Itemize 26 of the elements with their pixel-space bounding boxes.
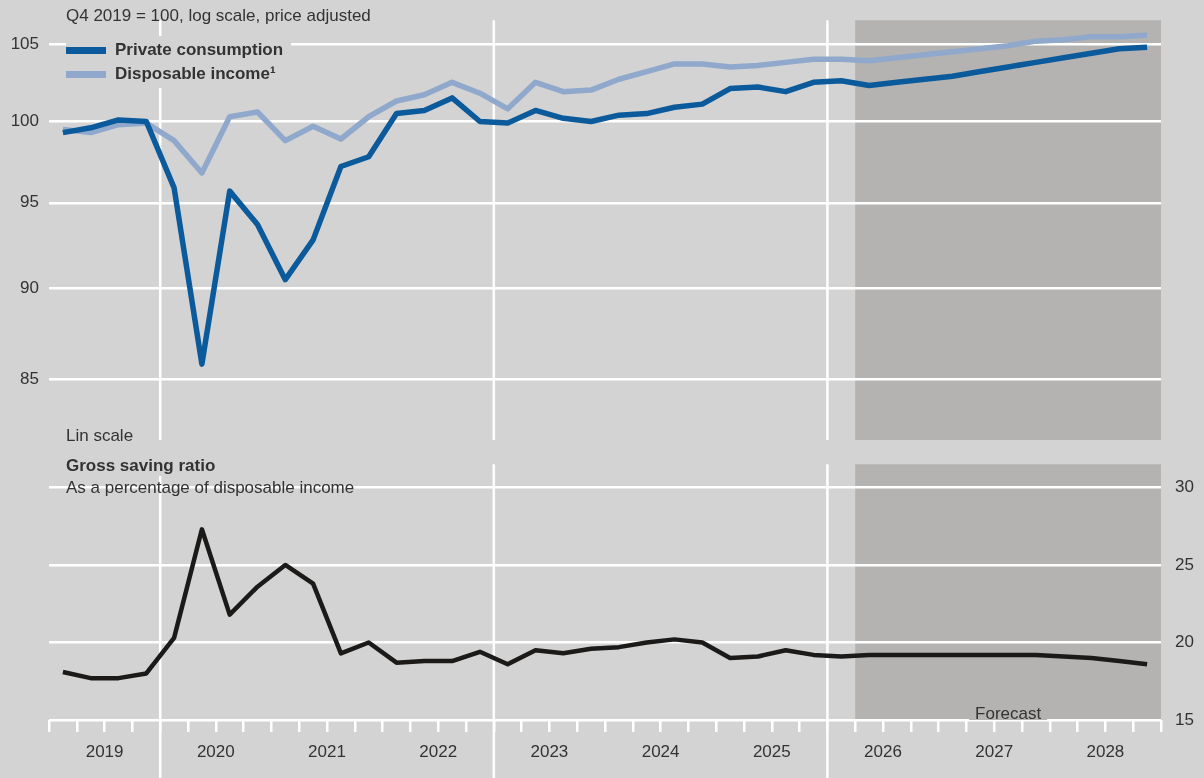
y2-tick-label: 25 [1175, 554, 1194, 574]
y2-tick-label: 20 [1175, 632, 1194, 652]
y2-tick-label: 30 [1175, 477, 1194, 497]
band-label: Forecast [975, 704, 1042, 724]
chart-title: Gross saving ratio [66, 456, 218, 476]
x-tick-label: 2022 [419, 741, 458, 761]
legend-label: Private consumption [115, 40, 284, 60]
legend-label: Disposable income¹ [115, 64, 276, 84]
x-tick-label: 2026 [864, 741, 902, 761]
chart-subtitle: Q4 2019 = 100, log scale, price adjusted [66, 6, 371, 26]
x-tick-label: 2024 [641, 741, 680, 761]
x-tick-label: 2028 [1086, 741, 1125, 761]
x-tick-label: 2023 [530, 741, 569, 761]
x-tick-label: 2021 [308, 741, 346, 761]
text: As a percentage of disposable income [66, 478, 355, 498]
x-tick-label: 2027 [975, 741, 1014, 761]
y-tick-label: 95 [20, 192, 39, 212]
text: Lin scale [66, 426, 134, 446]
x-tick-label: 2019 [85, 741, 124, 761]
y-tick-label: 100 [10, 111, 39, 131]
y-tick-label: 105 [10, 33, 39, 53]
y-tick-label: 85 [20, 368, 39, 388]
y2-tick-label: 15 [1175, 709, 1194, 729]
x-tick-label: 2025 [752, 741, 791, 761]
y-tick-label: 90 [20, 278, 39, 298]
x-tick-label: 2020 [196, 741, 235, 761]
